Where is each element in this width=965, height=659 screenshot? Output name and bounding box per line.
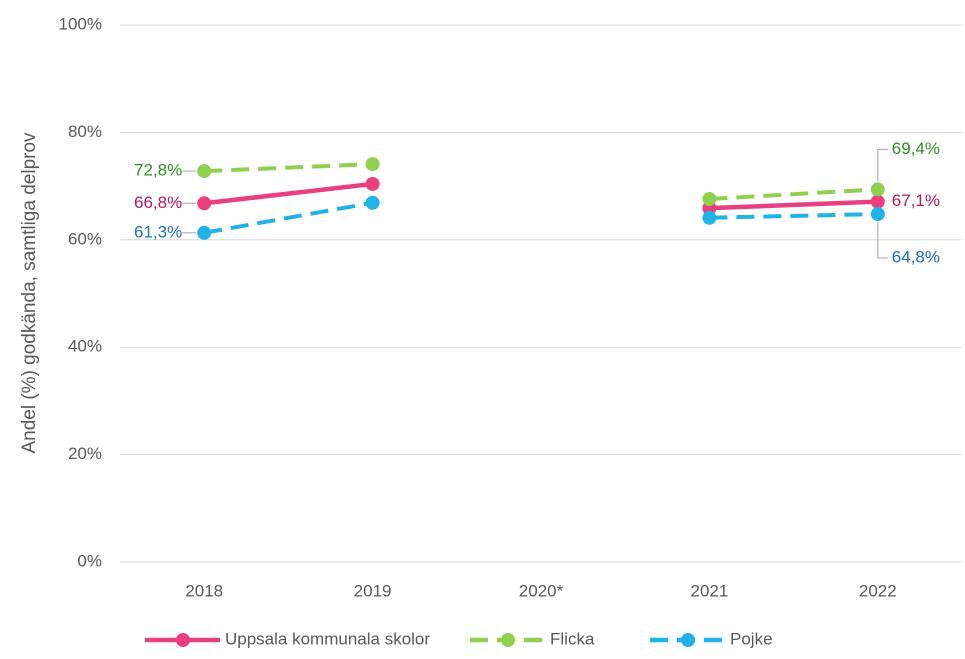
x-tick-label: 2020* bbox=[519, 581, 564, 600]
y-tick-label: 0% bbox=[77, 551, 102, 570]
legend-label: Pojke bbox=[730, 629, 773, 648]
x-tick-label: 2021 bbox=[690, 581, 728, 600]
marker bbox=[870, 207, 885, 222]
leader-line bbox=[877, 222, 888, 259]
legend-marker bbox=[501, 633, 515, 647]
y-tick-label: 100% bbox=[59, 14, 102, 33]
legend-marker bbox=[176, 633, 190, 647]
x-tick-label: 2018 bbox=[185, 581, 223, 600]
marker bbox=[197, 196, 212, 211]
y-tick-label: 40% bbox=[68, 337, 102, 356]
marker bbox=[365, 157, 380, 172]
data-label: 72,8% bbox=[134, 161, 182, 180]
leader-line bbox=[877, 148, 888, 182]
data-label: 67,1% bbox=[892, 191, 940, 210]
y-tick-label: 20% bbox=[68, 444, 102, 463]
data-label: 61,3% bbox=[134, 222, 182, 241]
x-tick-label: 2022 bbox=[859, 581, 897, 600]
data-label: 69,4% bbox=[892, 139, 940, 158]
marker bbox=[365, 176, 380, 191]
y-tick-label: 60% bbox=[68, 229, 102, 248]
series-line bbox=[203, 181, 878, 211]
marker bbox=[702, 191, 717, 206]
legend-label: Flicka bbox=[550, 629, 595, 648]
marker bbox=[870, 194, 885, 209]
marker bbox=[365, 195, 380, 210]
y-tick-label: 80% bbox=[68, 122, 102, 141]
y-axis-label: Andel (%) godkända, samtliga delprov bbox=[19, 132, 40, 454]
series-line bbox=[203, 200, 878, 235]
marker bbox=[870, 182, 885, 197]
series-line bbox=[204, 162, 878, 201]
legend-marker bbox=[681, 633, 695, 647]
marker bbox=[197, 164, 212, 179]
x-tick-label: 2019 bbox=[354, 581, 392, 600]
marker bbox=[197, 225, 212, 240]
legend-label: Uppsala kommunala skolor bbox=[225, 629, 430, 648]
marker bbox=[702, 210, 717, 225]
data-label: 66,8% bbox=[134, 193, 182, 212]
data-label: 64,8% bbox=[892, 248, 940, 267]
